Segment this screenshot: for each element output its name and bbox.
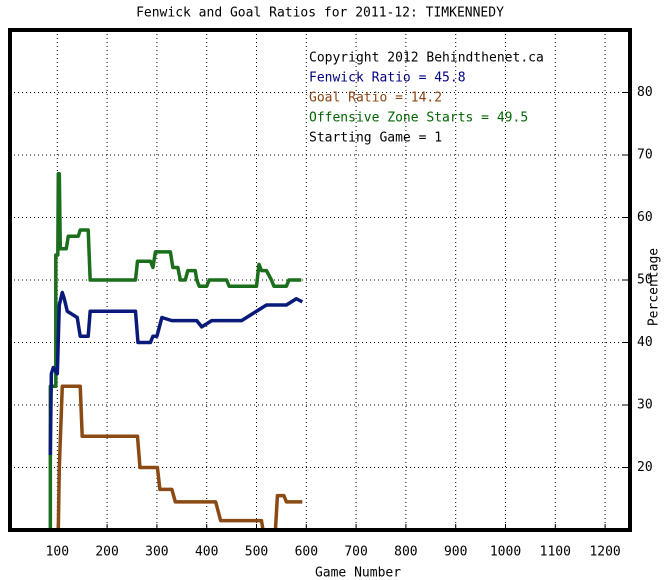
annotation: Fenwick Ratio = 45.8 (309, 71, 466, 86)
x-tick-label: 1000 (490, 545, 521, 560)
x-tick-label: 900 (444, 545, 467, 560)
x-tick-label: 600 (295, 545, 318, 560)
x-tick-label: 400 (195, 545, 218, 560)
series-line (56, 384, 303, 532)
x-tick-label: 300 (145, 545, 168, 560)
y-tick-label: 50 (637, 273, 653, 288)
y-tick-label: 70 (637, 148, 653, 163)
annotation: Copyright 2012 Behindthenet.ca (309, 51, 544, 66)
x-tick-label: 500 (245, 545, 268, 560)
x-tick-label: 700 (344, 545, 367, 560)
y-tick-label: 40 (637, 335, 653, 350)
y-tick-label: 80 (637, 85, 653, 100)
series-line (48, 290, 304, 456)
annotation: Offensive Zone Starts = 49.5 (309, 111, 528, 126)
x-tick-label: 100 (46, 545, 69, 560)
plot-frame (8, 28, 632, 532)
y-axis-label: Percentage (647, 248, 662, 326)
x-axis-label: Game Number (315, 566, 401, 580)
series-line (48, 172, 302, 530)
annotation: Starting Game = 1 (309, 131, 442, 146)
annotation: Goal Ratio = 14.2 (309, 91, 442, 106)
x-tick-label: 200 (95, 545, 118, 560)
x-tick-label: 1200 (589, 545, 620, 560)
y-tick-label: 60 (637, 210, 653, 225)
x-tick-label: 1100 (540, 545, 571, 560)
chart-title: Fenwick and Goal Ratios for 2011-12: TIM… (136, 6, 504, 21)
y-tick-label: 30 (637, 398, 653, 413)
x-tick-label: 800 (394, 545, 417, 560)
y-tick-label: 20 (637, 460, 653, 475)
